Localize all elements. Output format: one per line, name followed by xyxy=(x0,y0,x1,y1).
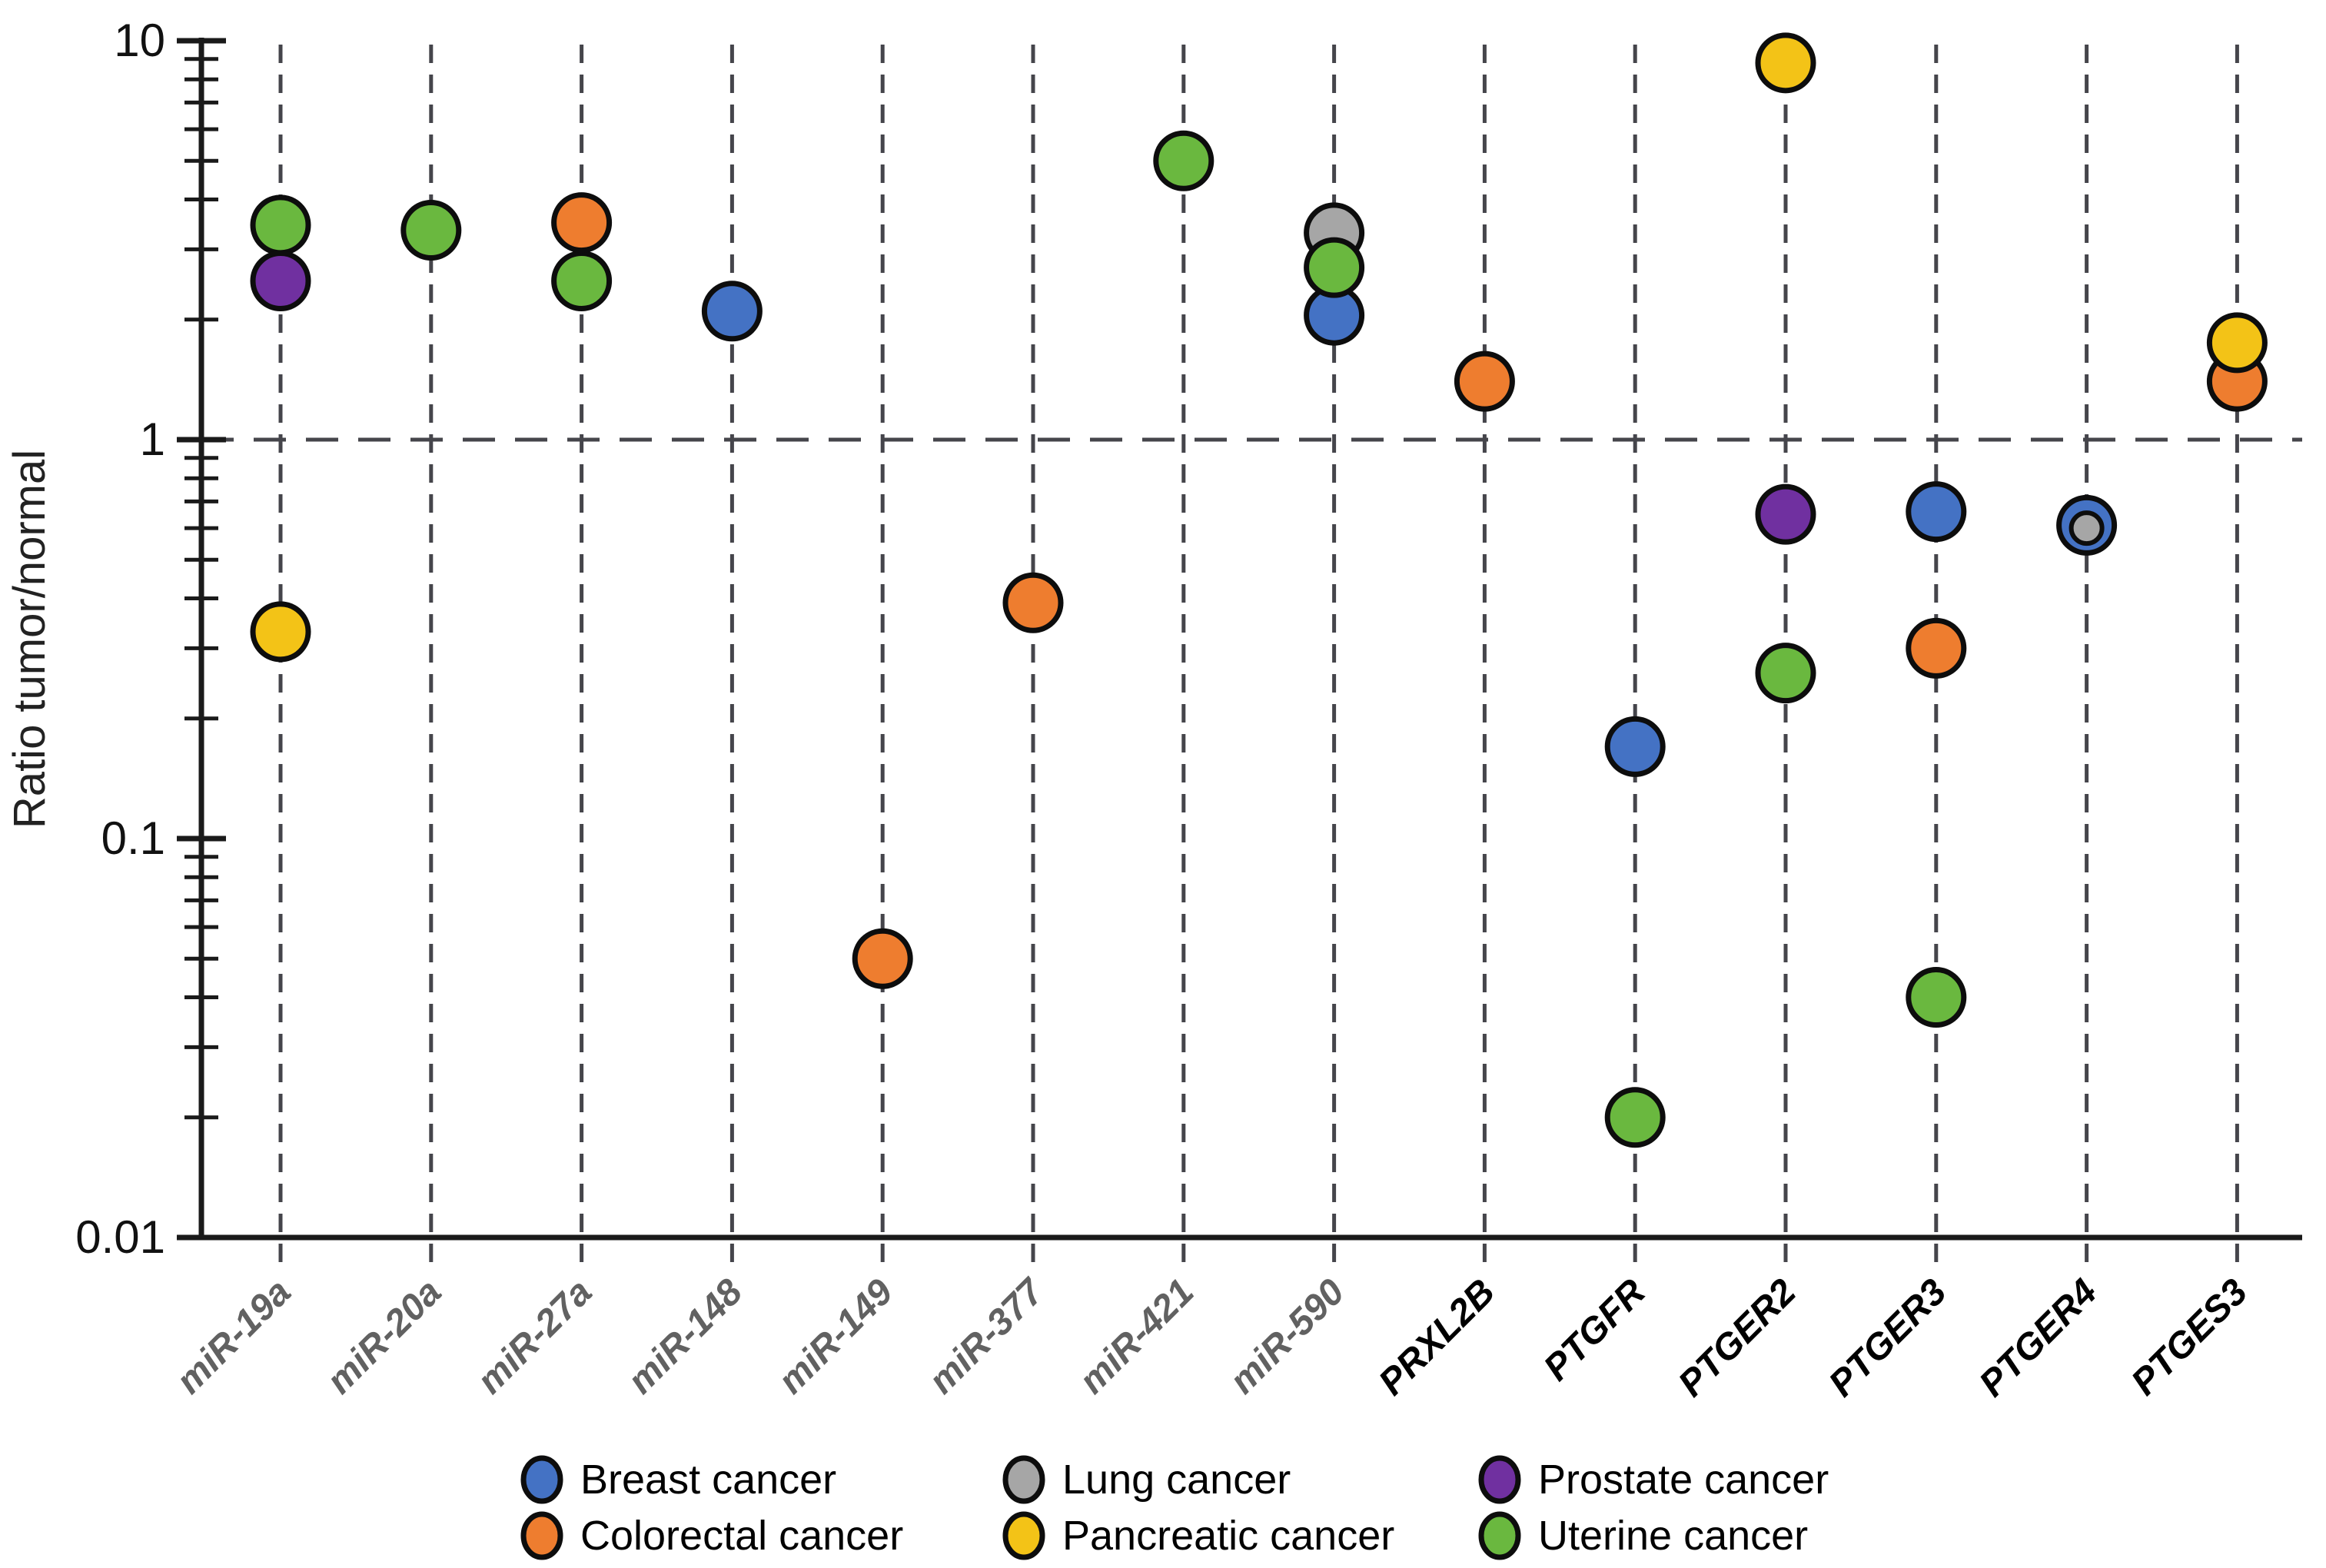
x-category-label-PRXL2B: PRXL2B xyxy=(1371,1271,1503,1403)
data-point-miR-19a-prostate xyxy=(250,250,311,311)
data-point-miR-19a-pancreatic xyxy=(250,601,311,663)
y-tick-label-0.1: 0.1 xyxy=(101,812,165,864)
data-point-PTGES3-pancreatic xyxy=(2206,312,2268,374)
data-point-miR-20a-uterine xyxy=(400,200,462,261)
legend-label-breast: Breast cancer xyxy=(580,1457,836,1503)
data-point-PTGFR-breast xyxy=(1604,716,1666,777)
data-point-PTGFR-uterine xyxy=(1604,1087,1666,1148)
y-tick-label-1: 1 xyxy=(140,414,165,465)
data-point-PTGER2-uterine xyxy=(1755,643,1816,704)
x-category-label-miR-148: miR-148 xyxy=(620,1271,751,1402)
legend-marker-lung xyxy=(1002,1455,1045,1504)
legend-marker-uterine xyxy=(1478,1511,1521,1560)
x-category-label-PTGER2: PTGER2 xyxy=(1671,1271,1804,1404)
data-point-PTGER4-lung xyxy=(2068,510,2105,546)
legend-marker-colorectal xyxy=(520,1511,563,1560)
x-category-label-miR-19a: miR-19a xyxy=(168,1271,299,1402)
y-tick-label-10: 10 xyxy=(114,15,165,66)
x-category-label-miR-20a: miR-20a xyxy=(319,1271,450,1402)
data-point-PTGER3-breast xyxy=(1906,481,1967,543)
data-point-PTGER2-pancreatic xyxy=(1755,32,1816,94)
x-category-label-PTGES3: PTGES3 xyxy=(2124,1271,2256,1404)
x-category-label-PTGER3: PTGER3 xyxy=(1821,1271,1954,1404)
x-category-label-miR-27a: miR-27a xyxy=(470,1271,600,1402)
data-point-miR-19a-uterine xyxy=(250,194,311,256)
legend-label-pancreatic: Pancreatic cancer xyxy=(1062,1513,1394,1559)
data-point-miR-27a-uterine xyxy=(551,250,613,311)
x-category-label-miR-377: miR-377 xyxy=(921,1271,1052,1402)
legend-label-prostate: Prostate cancer xyxy=(1538,1457,1829,1503)
legend-label-lung: Lung cancer xyxy=(1062,1457,1291,1503)
data-point-miR-27a-colorectal xyxy=(551,192,613,254)
y-tick-label-0.01: 0.01 xyxy=(75,1211,165,1263)
x-category-label-miR-421: miR-421 xyxy=(1072,1271,1202,1402)
x-category-label-PTGFR: PTGFR xyxy=(1536,1271,1653,1389)
legend-marker-prostate xyxy=(1478,1455,1521,1504)
x-category-label-miR-590: miR-590 xyxy=(1222,1271,1353,1402)
data-point-PRXL2B-colorectal xyxy=(1454,350,1515,412)
x-category-label-miR-149: miR-149 xyxy=(770,1271,901,1402)
legend-marker-breast xyxy=(520,1455,563,1504)
data-point-miR-149-colorectal xyxy=(852,928,913,989)
data-point-PTGER3-uterine xyxy=(1906,967,1967,1028)
legend-label-colorectal: Colorectal cancer xyxy=(580,1513,903,1559)
legend-label-uterine: Uterine cancer xyxy=(1538,1513,1808,1559)
data-point-miR-377-colorectal xyxy=(1002,572,1064,633)
data-point-miR-421-uterine xyxy=(1153,130,1215,191)
legend-marker-pancreatic xyxy=(1002,1511,1045,1560)
y-axis-title: Ratio tumor/normal xyxy=(5,450,55,829)
data-point-PTGER3-colorectal xyxy=(1906,617,1967,679)
data-point-miR-590-uterine xyxy=(1304,237,1365,298)
data-point-miR-148-breast xyxy=(701,281,763,342)
data-point-PTGER2-prostate xyxy=(1755,483,1816,545)
x-category-label-PTGER4: PTGER4 xyxy=(1972,1271,2105,1404)
